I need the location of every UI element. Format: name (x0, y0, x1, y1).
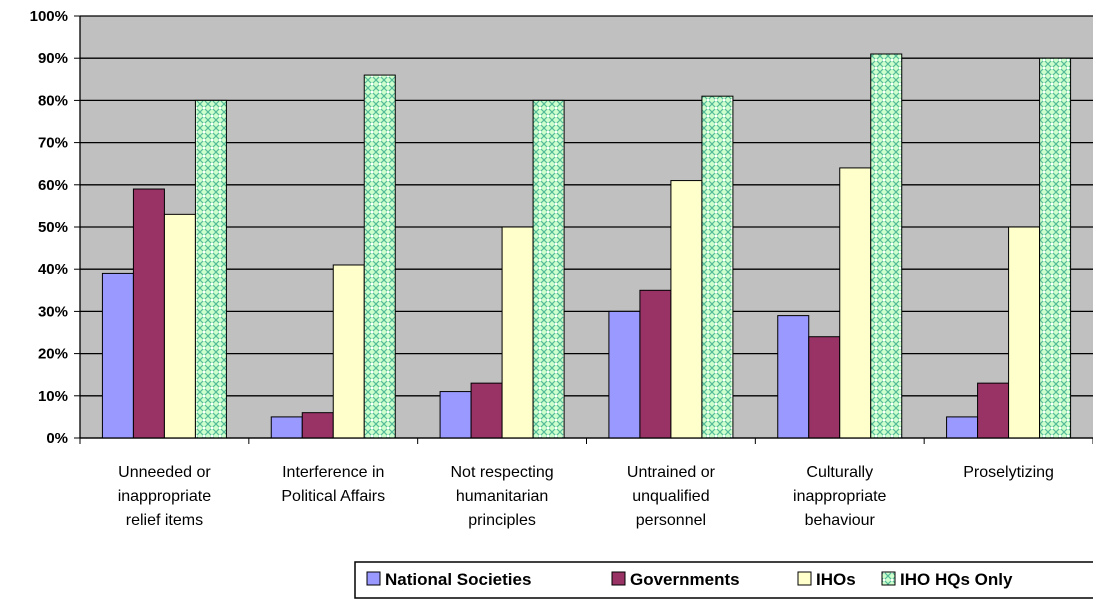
bar (639, 289, 672, 439)
bar (270, 416, 303, 439)
y-tick-label: 80% (38, 92, 68, 109)
bar (132, 188, 165, 439)
y-tick-label: 10% (38, 388, 68, 405)
bar (363, 74, 396, 439)
bar (1039, 57, 1072, 439)
bar (470, 382, 503, 439)
y-tick-label: 100% (30, 8, 68, 25)
bar (946, 416, 979, 439)
bar (194, 99, 227, 439)
legend: National Societies Governments IHOs IHO HQs… (354, 561, 1093, 599)
bar (301, 412, 334, 439)
y-axis: 0% 10% 20% 30% 40% 50% 60% 70% 80% 90% 100% (30, 8, 80, 447)
y-tick-label: 20% (38, 346, 68, 363)
legend-label: National Societies (385, 570, 531, 589)
bar (977, 382, 1010, 439)
bar (532, 99, 565, 439)
bar (870, 53, 903, 439)
legend-swatch (881, 571, 896, 586)
legend-box (354, 561, 1093, 599)
x-tick-label: Interference in Political Affairs (281, 464, 385, 505)
bar (1008, 226, 1041, 439)
legend-label: IHO HQs Only (900, 570, 1013, 589)
x-tick-label: Untrained or unqualified personnel (627, 464, 716, 529)
bars (101, 53, 1072, 439)
bar (777, 315, 810, 439)
x-axis-labels: Unneeded or inappropriate relief items Inte… (118, 464, 1054, 529)
bar (608, 310, 641, 439)
bar (101, 272, 134, 439)
legend-swatch (366, 571, 381, 586)
legend-label: IHOs (816, 570, 856, 589)
bar (501, 226, 534, 439)
bar (332, 264, 365, 439)
axes (79, 16, 1093, 444)
bar (439, 391, 472, 439)
gridlines (80, 15, 1093, 439)
bar (701, 95, 734, 439)
x-tick-label: Proselytizing (963, 464, 1054, 481)
y-tick-label: 40% (38, 261, 68, 278)
y-tick-label: 0% (46, 430, 68, 447)
y-tick-label: 50% (38, 219, 68, 236)
legend-swatch (797, 571, 812, 586)
legend-label: Governments (630, 570, 740, 589)
bar (670, 180, 703, 439)
legend-swatch (611, 571, 626, 586)
y-tick-label: 60% (38, 177, 68, 194)
y-tick-label: 70% (38, 135, 68, 152)
x-tick-label: Culturally inappropriate behaviour (793, 464, 887, 529)
bar (808, 336, 841, 439)
bar (839, 167, 872, 439)
x-tick-label: Not respecting humanitarian principles (450, 464, 553, 529)
x-tick-label: Unneeded or inappropriate relief items (118, 464, 212, 529)
y-tick-label: 90% (38, 50, 68, 67)
y-tick-label: 30% (38, 303, 68, 320)
bar (163, 213, 196, 439)
